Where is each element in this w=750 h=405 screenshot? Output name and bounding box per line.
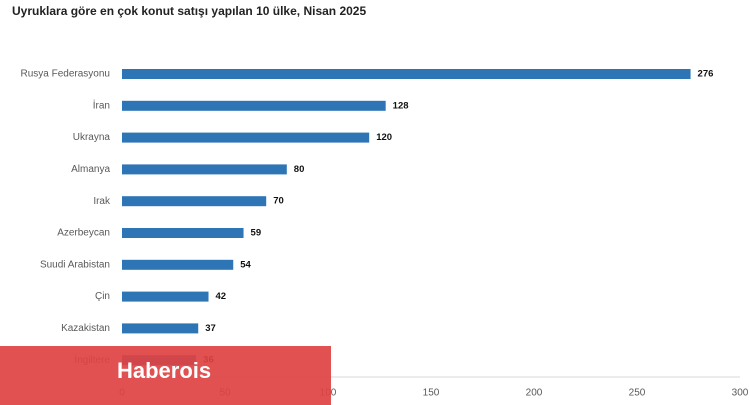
value-label: 37 — [205, 323, 216, 334]
bar — [122, 100, 386, 111]
value-label: 59 — [251, 228, 262, 239]
bar — [122, 164, 287, 175]
y-tick-label: Irak — [93, 196, 111, 207]
value-label: 70 — [273, 196, 284, 207]
y-tick-label: Azerbeycan — [57, 228, 110, 239]
x-tick-label: 150 — [423, 388, 440, 399]
watermark-text: Haberois — [117, 358, 212, 383]
bar — [122, 323, 199, 334]
y-tick-label: Çin — [95, 291, 110, 302]
y-tick-label: Rusya Federasyonu — [21, 69, 111, 80]
y-tick-label: Almanya — [71, 164, 110, 175]
x-tick-label: 250 — [629, 388, 646, 399]
y-tick-label: İran — [93, 98, 110, 111]
x-tick-label: 200 — [526, 388, 543, 399]
chart-title: Uyruklara göre en çok konut satışı yapıl… — [12, 4, 366, 18]
value-label: 120 — [376, 132, 392, 143]
bar — [122, 259, 234, 270]
bar — [122, 291, 209, 302]
y-tick-label: Kazakistan — [61, 323, 110, 334]
bar — [122, 196, 267, 207]
value-label: 128 — [393, 100, 409, 111]
bar — [122, 132, 370, 143]
value-label: 80 — [294, 164, 305, 175]
y-tick-label: Suudi Arabistan — [40, 259, 110, 270]
x-tick-label: 300 — [732, 388, 749, 399]
value-label: 54 — [240, 259, 251, 270]
bar — [122, 228, 244, 238]
value-label: 42 — [216, 291, 227, 302]
value-label: 276 — [698, 69, 714, 80]
bar — [122, 69, 691, 79]
watermark: Haberois — [0, 346, 331, 405]
y-tick-label: Ukrayna — [73, 132, 111, 143]
